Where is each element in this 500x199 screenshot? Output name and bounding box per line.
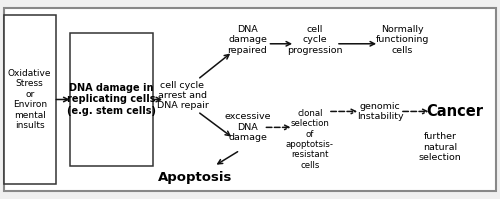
FancyBboxPatch shape bbox=[4, 8, 496, 191]
Text: clonal
selection
of
apoptotsis-
resistant
cells: clonal selection of apoptotsis- resistan… bbox=[286, 109, 334, 170]
Text: Normally
functioning
cells: Normally functioning cells bbox=[376, 25, 429, 55]
Text: cell
cycle
progression: cell cycle progression bbox=[287, 25, 343, 55]
Text: Cancer: Cancer bbox=[426, 104, 484, 119]
Text: further
natural
selection: further natural selection bbox=[418, 132, 462, 162]
Text: genomic
Instability: genomic Instability bbox=[356, 102, 404, 121]
FancyBboxPatch shape bbox=[4, 15, 56, 184]
Text: Oxidative
Stress
or
Environ
mental
insults: Oxidative Stress or Environ mental insul… bbox=[8, 69, 52, 130]
Text: DNA damage in
replicating cells
(e.g. stem cells): DNA damage in replicating cells (e.g. st… bbox=[66, 83, 156, 116]
Text: cell cycle
arrest and
DNA repair: cell cycle arrest and DNA repair bbox=[156, 81, 208, 110]
Text: excessive
DNA
damage: excessive DNA damage bbox=[224, 112, 271, 142]
FancyBboxPatch shape bbox=[70, 33, 152, 166]
Text: Apoptosis: Apoptosis bbox=[158, 171, 232, 184]
Text: DNA
damage
repaired: DNA damage repaired bbox=[228, 25, 268, 55]
